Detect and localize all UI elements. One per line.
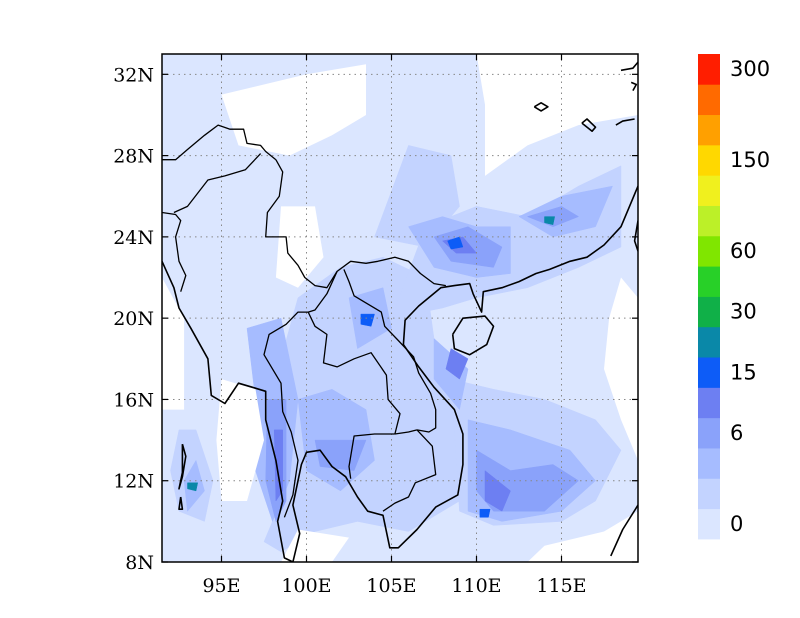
coastline-mainland bbox=[162, 185, 638, 562]
lat-tick-label-12: 12N bbox=[113, 471, 154, 493]
nodata-myanmar-north bbox=[275, 206, 324, 288]
border-china-myanmar bbox=[265, 159, 447, 289]
latitude-axis: 8N 12N 16N 20N 24N 28N 32N bbox=[113, 64, 638, 574]
coastline-lake-ne bbox=[620, 61, 638, 72]
contour-scs-inner-level-4 bbox=[484, 470, 511, 512]
nodata-sea-south bbox=[527, 511, 638, 562]
border-laos-cambodia bbox=[394, 429, 418, 435]
contour-fujian-spot-level-6 bbox=[544, 216, 556, 226]
colorbar-label-0: 0 bbox=[730, 512, 743, 536]
colorbar-label-15: 15 bbox=[730, 360, 757, 384]
lat-tick-label-16: 16N bbox=[113, 389, 154, 411]
coastline-yangtze-w bbox=[533, 102, 549, 112]
map-frame bbox=[161, 53, 639, 563]
colorbar-swatch-12 bbox=[698, 144, 720, 176]
border-laos-vietnam bbox=[343, 269, 437, 433]
lat-tick-label-20: 20N bbox=[113, 308, 154, 330]
border-myanmar-thailand bbox=[263, 311, 309, 518]
colorbar-swatch-7 bbox=[698, 296, 720, 328]
coastline-taiwan bbox=[633, 220, 638, 252]
lat-tick-label-32: 32N bbox=[113, 64, 154, 86]
coastline-andaman-n bbox=[178, 443, 187, 490]
colorbar-swatch-8 bbox=[698, 266, 720, 297]
colorbar-swatch-0 bbox=[698, 508, 720, 540]
contour-guangxi-spot-level-5 bbox=[447, 236, 464, 250]
coastline-lake-n bbox=[630, 81, 638, 91]
colorbar-label-30: 30 bbox=[730, 300, 757, 324]
border-cambodia-vietnam bbox=[382, 429, 437, 512]
border-laos-west bbox=[308, 271, 338, 313]
border-bangladesh-myanmar bbox=[162, 211, 187, 292]
lat-tick-label-24: 24N bbox=[113, 227, 154, 249]
nodata-bay-bengal bbox=[162, 277, 185, 410]
colorbar-swatch-2 bbox=[698, 448, 720, 479]
nodata-tibet-east bbox=[221, 64, 366, 156]
contour-andaman-spot-level-6 bbox=[187, 482, 199, 492]
border-thai-cambodia bbox=[348, 433, 395, 479]
colorbar-swatch-13 bbox=[698, 114, 720, 146]
lat-tick-label-8: 8N bbox=[125, 552, 154, 574]
colorbar-label-6: 6 bbox=[730, 421, 743, 445]
lat-tick-label-28: 28N bbox=[113, 146, 154, 168]
contour-myanmar-core-level-4 bbox=[273, 429, 283, 502]
colorbar-swatch-1 bbox=[698, 478, 720, 510]
contour-gulf-thailand-north-level-3 bbox=[314, 439, 367, 471]
colorbar-label-300: 300 bbox=[730, 57, 770, 81]
lon-tick-label-100: 100E bbox=[281, 575, 331, 597]
border-india-myanmar bbox=[173, 153, 262, 214]
contour-scs-spot-level-5 bbox=[479, 508, 491, 518]
nodata-pacific bbox=[604, 277, 638, 461]
colorbar-swatch-4 bbox=[698, 387, 720, 419]
colorbar-swatch-3 bbox=[698, 417, 720, 449]
coastline-luzon bbox=[610, 504, 638, 557]
colorbar-swatch-5 bbox=[698, 357, 720, 388]
lon-tick-label-95: 95E bbox=[202, 575, 240, 597]
map-plot-area bbox=[161, 53, 639, 563]
nodata-andaman-sea bbox=[216, 379, 264, 501]
map-gridlines bbox=[162, 54, 638, 563]
lon-tick-label-110: 110E bbox=[451, 575, 501, 597]
coastline-andaman-s bbox=[178, 496, 184, 511]
coastline-yangtze-e bbox=[581, 118, 597, 132]
border-india-china bbox=[162, 124, 277, 161]
lon-tick-label-115: 115E bbox=[536, 575, 586, 597]
colorbar-swatch-11 bbox=[698, 175, 720, 206]
colorbar: 0 6 15 30 60 150 300 bbox=[698, 54, 770, 540]
colorbar-swatch-14 bbox=[698, 84, 720, 116]
colorbar-swatch-6 bbox=[698, 326, 720, 358]
coastline-border-layer bbox=[162, 61, 638, 562]
nodata-yangtze bbox=[476, 54, 638, 176]
coastline-hainan bbox=[451, 315, 495, 356]
longitude-axis: 95E 100E 105E 110E 115E bbox=[202, 54, 587, 597]
border-thai-laos bbox=[307, 311, 401, 435]
colorbar-label-60: 60 bbox=[730, 239, 757, 263]
colorbar-swatch-10 bbox=[698, 205, 720, 237]
coastline-lake-e bbox=[615, 118, 635, 126]
colorbar-swatch-15 bbox=[698, 54, 720, 85]
colorbar-label-150: 150 bbox=[730, 148, 770, 172]
contour-laos-spot-level-5 bbox=[360, 313, 375, 327]
lon-tick-label-105: 105E bbox=[366, 575, 416, 597]
contour-gulf-tonkin-level-4 bbox=[445, 348, 469, 380]
colorbar-swatch-9 bbox=[698, 235, 720, 267]
